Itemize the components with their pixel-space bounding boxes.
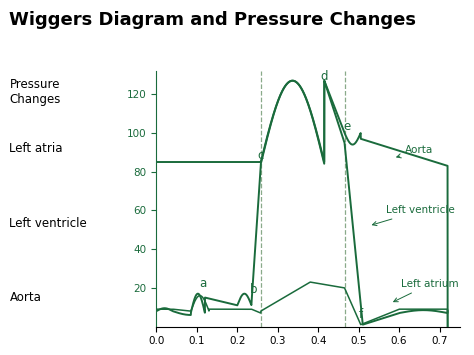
Text: d: d [320,70,328,83]
Text: e: e [343,120,350,133]
Text: Wiggers Diagram and Pressure Changes: Wiggers Diagram and Pressure Changes [9,11,417,29]
Text: Left atria: Left atria [9,142,63,155]
Text: b: b [250,283,257,296]
Text: Left ventricle: Left ventricle [373,206,455,226]
Text: Pressure
Changes: Pressure Changes [9,78,61,106]
Text: c: c [257,149,264,162]
Text: Aorta: Aorta [397,146,433,158]
Text: a: a [199,277,207,290]
Text: Aorta: Aorta [9,291,41,304]
Text: Left atrium: Left atrium [394,279,459,302]
Text: f: f [359,308,363,321]
Text: Left ventricle: Left ventricle [9,217,87,230]
